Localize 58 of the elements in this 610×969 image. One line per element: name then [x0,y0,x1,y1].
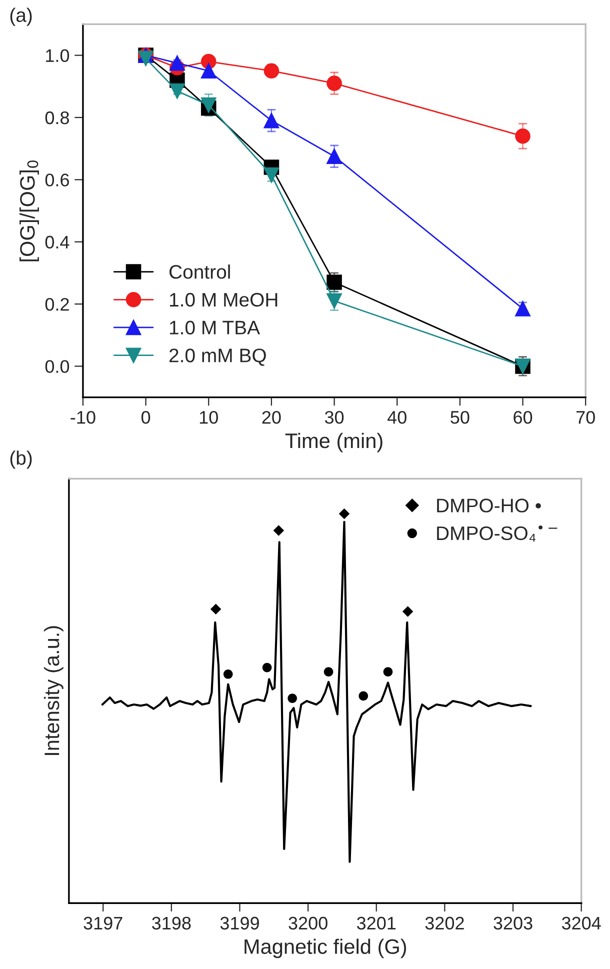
x-tick-label: 3198 [152,916,191,930]
point [138,50,154,66]
point [326,274,342,290]
point [358,691,368,701]
y-axis-title: Intensity (a.u.) [44,626,64,755]
legend-label: DMPO-HO • [437,498,541,512]
point [402,606,414,617]
point [200,63,216,78]
point [200,97,216,113]
y-tick-label: 0.8 [45,111,69,124]
x-tick-label: 3199 [220,916,259,930]
point [324,667,334,676]
x-tick-label: 0 [141,410,150,424]
point [264,112,280,128]
y-tick-label: 0.6 [45,174,69,186]
legend-label: DMPO-SO₄$^{•−}$ [437,525,558,542]
point [264,167,280,183]
x-tick-label: 3201 [356,916,396,930]
point [262,662,272,672]
point [515,301,530,316]
point [338,508,350,520]
point [264,63,280,78]
legend-label: 1.0 M MeOH [170,292,278,307]
x-tick-label: 3200 [288,916,328,930]
legend-label: 2.0 mM BQ [169,348,266,366]
y-tick-label: 0.2 [45,298,69,311]
text: (b) [10,450,32,469]
x-tick-label: 70 [576,410,595,424]
point [383,667,393,676]
point [273,525,284,536]
point [326,76,342,91]
x-tick-label: 3197 [84,916,122,930]
legend-label: 1.0 M TBA [170,320,260,334]
x-tick-label: 60 [514,410,532,424]
x-axis-title: Time (min) [285,432,382,452]
point [210,604,222,615]
point [170,55,185,71]
x-tick-label: 40 [387,410,406,424]
x-tick-label: 3203 [494,916,532,930]
y-tick-label: 1.0 [46,49,70,62]
x-tick-label: 3204 [562,916,601,930]
point [326,148,342,164]
point [170,83,185,99]
point [223,669,233,679]
x-tick-label: 20 [262,410,281,424]
point [288,694,297,703]
x-tick-label: 3202 [425,916,464,930]
x-tick-label: 30 [324,410,344,424]
x-tick-label: -10 [70,410,96,424]
text: (a) [10,8,32,26]
x-tick-label: 50 [450,410,470,424]
legend-label: Control [170,264,230,279]
point [515,128,530,144]
x-tick-label: 10 [200,410,218,424]
x-axis-title: Magnetic field (G) [244,938,406,958]
y-tick-label: 0.4 [45,236,70,249]
y-axis-title: [OG]/[OG]$_{0}$ [20,160,39,262]
y-tick-label: 0.0 [45,360,70,373]
